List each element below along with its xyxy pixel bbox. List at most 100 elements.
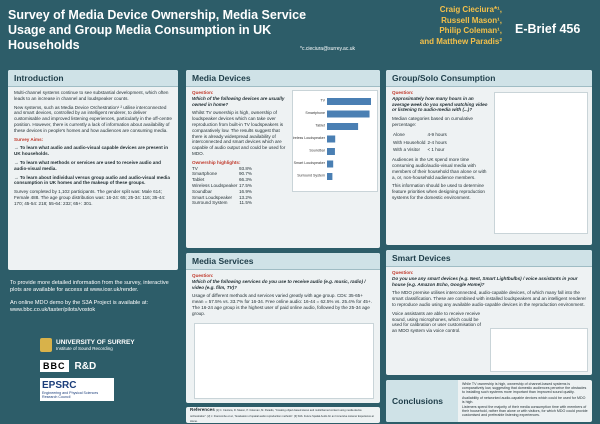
category-label: Smart Loudspeaker (294, 161, 326, 165)
highlights: TV 93.8% Smartphone 90.7% Tablet 66.3% Wireles… (192, 166, 286, 207)
median-table: Alone 4-9 hours With Household 2-4 hours W… (392, 131, 448, 154)
highlight-row: TV 93.8% (192, 166, 252, 172)
question: Do you use any smart devices (e.g. Nest,… (392, 275, 578, 287)
aim: → To learn what audio and audio-visual c… (14, 145, 169, 157)
device-name: TV (192, 165, 198, 171)
median-title: Median categories based on cumulative pe… (392, 116, 473, 127)
cell: 4-9 hours (427, 131, 447, 137)
logo-text: UNIVERSITY OF SURREY (56, 339, 135, 346)
cell: With Household (393, 139, 426, 145)
paragraph: Usage of different methods and services … (192, 293, 372, 316)
bar (327, 160, 334, 168)
device-name: Surround System (192, 200, 228, 206)
device-name: Smartphone (192, 171, 218, 177)
links: To provide more detailed information fro… (10, 280, 178, 314)
logo-text: BBC (40, 360, 69, 372)
highlight-row: Wireless Loudspeaker 17.5% (192, 183, 252, 189)
logos: UNIVERSITY OF SURREY Institute of Sound … (40, 338, 160, 401)
intro-panel: Introduction Multi-channel systems conti… (8, 70, 178, 270)
panel-title: Smart Devices (386, 250, 592, 267)
panel-title: Group/Solo Consumption (386, 70, 592, 87)
paragraph: Voice assistants are able to receive rec… (392, 310, 481, 334)
device-value: 13.2% (238, 194, 252, 200)
device-value: 17.5% (238, 182, 252, 188)
question-label: Question: (192, 273, 214, 278)
cell: 2-4 hours (427, 139, 447, 145)
bbc-logo: BBC R&D (40, 360, 160, 372)
device-name: Wireless Loudspeaker (192, 182, 238, 188)
highlight-row: Tablet 66.3% (192, 177, 252, 183)
aims-title: Survey Aims: (14, 136, 44, 142)
conclusions-panel: Conclusions While TV ownership is high, … (386, 380, 592, 422)
bar (327, 148, 335, 155)
logo-text: EPSRC (42, 380, 77, 391)
aim: → To learn what methods or services are … (14, 159, 161, 171)
device-value: 11.5% (239, 200, 252, 206)
paragraph: New systems, such as Media Device Orches… (14, 104, 172, 133)
services-figure (194, 323, 374, 399)
category-label: TV (320, 99, 325, 103)
category-label: Smartphone (305, 111, 325, 115)
cell: Alone (393, 131, 405, 137)
paragraph: Survey completed by 1,102 participants. … (14, 189, 166, 206)
smart-panel: Smart Devices Question: Do you use any s… (386, 250, 592, 375)
highlights-title: Ownership highlights: (192, 159, 241, 165)
references-text: [1] C. Cieciura, R. Mason, P. Coleman, M… (190, 409, 374, 423)
author: Philip Coleman¹, (439, 26, 502, 35)
category-label: Surround System (297, 174, 325, 178)
highlight-row: Surround System 11.5% (192, 200, 252, 206)
group-figure (494, 92, 588, 234)
panel-title: Media Services (186, 253, 380, 270)
smart-figure (490, 328, 588, 372)
panel-title: Conclusions (386, 380, 458, 422)
panel-title: Introduction (8, 70, 178, 87)
paragraph: Multi-channel systems continue to see su… (14, 90, 169, 101)
references-panel: References [1] C. Cieciura, R. Mason, P.… (186, 407, 380, 423)
bullet: Listeners spend the majority of their me… (462, 405, 588, 418)
device-name: Smart Loudspeaker (192, 194, 233, 200)
device-value: 93.8% (238, 165, 252, 171)
ebrief: E-Brief 456 (515, 22, 581, 36)
author: Craig Cieciura*¹, (439, 5, 502, 14)
cell: With a Visitor (393, 147, 420, 153)
bar (327, 98, 371, 105)
category-label: Tablet (315, 124, 325, 128)
bullet: Availability of networked audio-capable … (462, 395, 586, 404)
question: Which of the following services do you u… (192, 278, 366, 290)
epsrc-logo: EPSRC Engineering and Physical Sciences … (40, 378, 114, 401)
devices-chart: TV Smartphone Tablet Wireless Loudspeaker So… (292, 90, 378, 192)
highlight-row: Soundbar 16.9% (192, 189, 252, 195)
link-text: To provide more detailed information fro… (10, 280, 169, 293)
panel-title: Media Devices (186, 70, 380, 87)
devices-panel: Media Devices Question: Which of the fol… (186, 70, 380, 248)
question: Approximately how many hours in an avera… (392, 95, 488, 113)
device-name: Soundbar (192, 188, 212, 194)
paragraph: Audiences in the UK spend more time cons… (392, 157, 487, 180)
logo-text: R&D (74, 360, 97, 372)
author: and Matthew Paradis² (419, 36, 502, 46)
bar (327, 173, 333, 180)
bar (327, 135, 336, 143)
question: Which of the following devices are usual… (192, 95, 285, 107)
group-panel: Group/Solo Consumption Question: Approxi… (386, 70, 592, 245)
logo-text: Engineering and Physical Sciences Resear… (42, 391, 99, 399)
paragraph: The MDO premise utilises interconnected,… (392, 290, 586, 307)
paragraph: This information should be used to deter… (392, 183, 485, 200)
bullet: While TV ownership is high, ownership of… (462, 382, 587, 395)
services-panel: Media Services Question: Which of the fo… (186, 253, 380, 403)
highlight-row: Smart Loudspeaker 13.2% (192, 195, 252, 201)
highlight-row: Smartphone 90.7% (192, 171, 252, 177)
device-value: 66.3% (238, 177, 252, 183)
category-label: Wireless Loudspeaker (292, 136, 326, 140)
title: Survey of Media Device Ownership, Media … (8, 8, 307, 52)
authors: Craig Cieciura*¹, Russell Mason¹, Philip… (372, 5, 502, 47)
link-text: An online MDO demo by the S3A Project is… (10, 300, 149, 313)
bar (327, 123, 359, 130)
device-value: 16.9% (238, 188, 252, 194)
aim: → To learn about individual versus group… (14, 174, 170, 186)
category-label: Soundbar (309, 149, 325, 153)
question-label: Question: (192, 90, 214, 95)
device-name: Tablet (192, 177, 205, 183)
paragraph: Whilst TV ownership is high, ownership o… (192, 110, 286, 156)
